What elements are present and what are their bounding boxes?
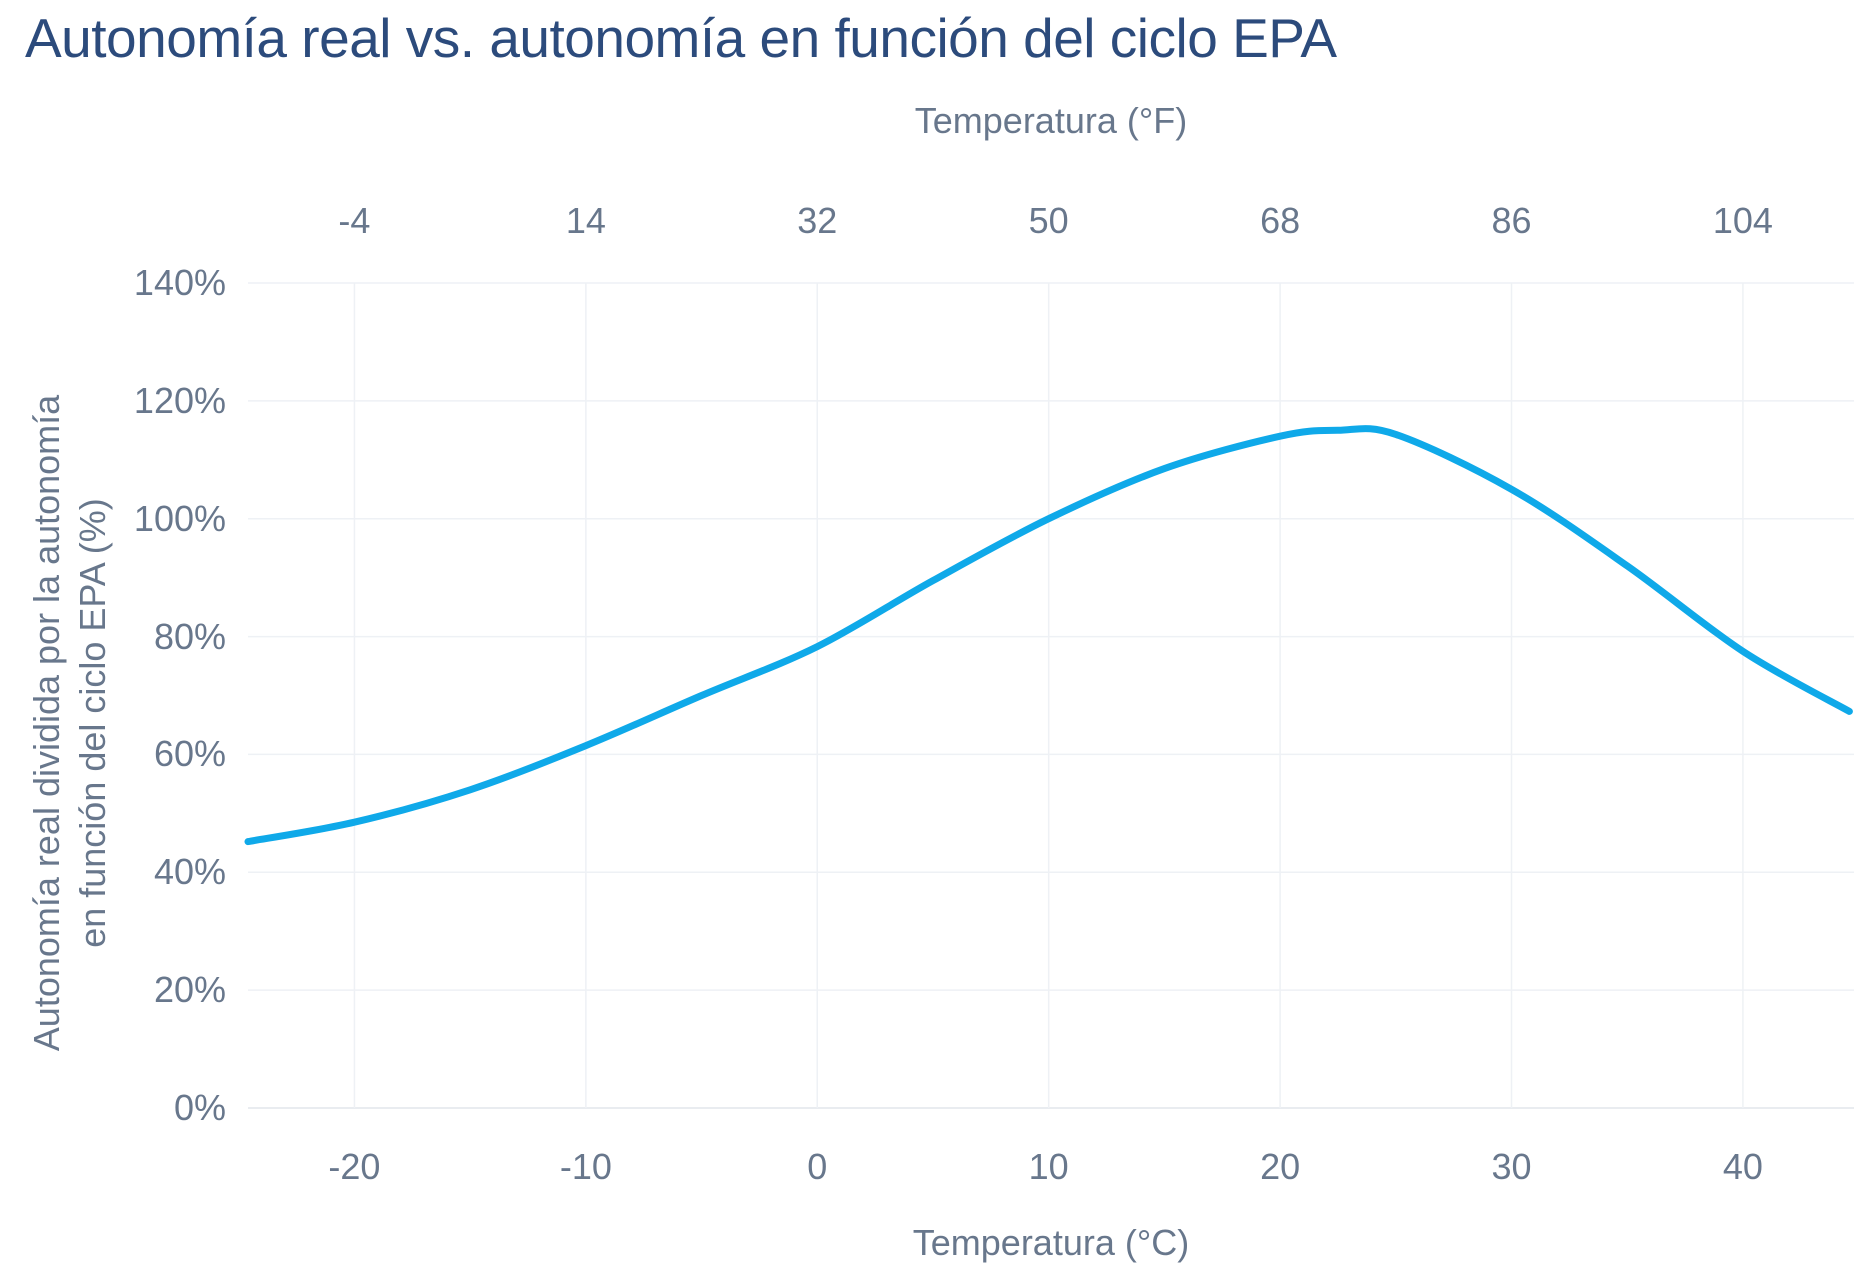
gridlines: [248, 282, 1854, 1109]
bottom-axis-tick: 10: [1028, 1146, 1069, 1187]
y-axis-tick: 0%: [173, 1087, 226, 1128]
y-axis-tick: 80%: [153, 615, 226, 657]
top-axis-tick: 104: [1712, 200, 1773, 241]
y-axis-tick: 40%: [153, 851, 226, 893]
top-axis-title: Temperatura (°F): [914, 100, 1188, 141]
bottom-axis-tick: 20: [1260, 1146, 1301, 1187]
bottom-axis-title: Temperatura (°C): [912, 1222, 1190, 1263]
bottom-axis-tick: 0: [807, 1146, 828, 1187]
bottom-axis-tick: 30: [1491, 1146, 1532, 1187]
y-axis-tick: 120%: [133, 379, 226, 421]
y-axis-tick: 20%: [153, 969, 226, 1011]
top-axis-tick: 86: [1491, 200, 1532, 241]
y-axis-tick: 60%: [153, 733, 226, 775]
y-axis-tick: 100%: [133, 497, 226, 539]
top-axis-tick: -4: [338, 200, 371, 241]
bottom-axis-tick: -10: [559, 1146, 612, 1187]
bottom-axis-tick: -20: [328, 1146, 381, 1187]
y-axis-tick: 140%: [133, 262, 226, 303]
top-axis-tick: 32: [797, 200, 838, 241]
range-curve: [244, 425, 1853, 846]
top-axis-tick: 68: [1260, 200, 1301, 241]
top-axis-tick: 50: [1028, 200, 1069, 241]
bottom-axis-tick: 40: [1722, 1146, 1763, 1187]
top-axis-tick: 14: [565, 200, 606, 241]
series-lines: [244, 425, 1853, 846]
chart-title: Autonomía real vs. autonomía en función …: [25, 7, 1337, 69]
